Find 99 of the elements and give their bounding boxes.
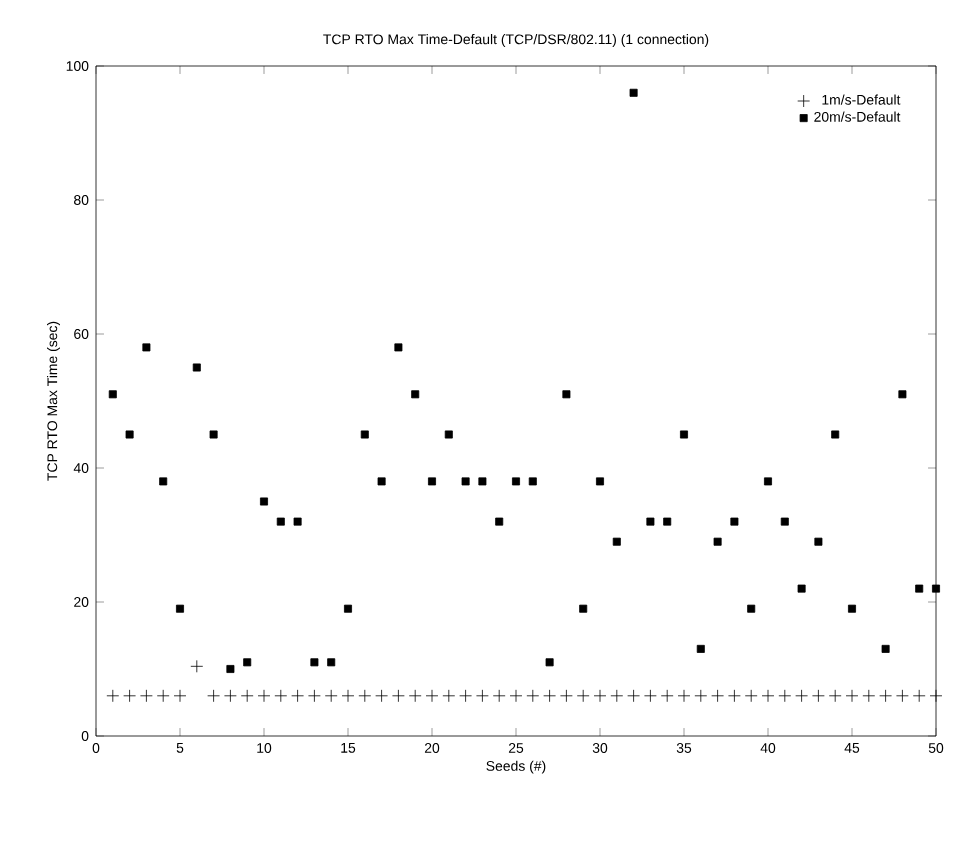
point	[358, 689, 372, 703]
point	[461, 477, 470, 486]
point	[780, 517, 789, 526]
point	[879, 689, 892, 703]
point	[444, 430, 453, 439]
point	[190, 659, 204, 673]
point	[612, 537, 621, 546]
point	[140, 689, 153, 703]
point	[411, 390, 420, 399]
point	[192, 363, 201, 372]
point	[663, 517, 672, 526]
point	[257, 689, 271, 703]
point	[797, 584, 806, 593]
point	[344, 604, 352, 613]
point	[730, 517, 739, 526]
point	[680, 430, 688, 439]
point	[492, 689, 506, 703]
point	[106, 689, 120, 703]
point	[509, 689, 523, 703]
point	[240, 689, 254, 703]
point	[360, 430, 369, 439]
point	[713, 537, 722, 546]
point	[528, 477, 537, 486]
point	[677, 689, 691, 703]
point	[728, 689, 741, 703]
point	[814, 537, 823, 546]
point	[226, 665, 235, 673]
point	[526, 689, 540, 703]
point	[579, 604, 588, 613]
point	[408, 689, 422, 703]
point	[629, 88, 638, 97]
point	[209, 430, 218, 439]
point	[812, 689, 825, 703]
point	[375, 689, 388, 703]
point	[596, 477, 604, 486]
point	[696, 644, 705, 653]
point	[291, 689, 304, 703]
point	[324, 689, 338, 703]
point	[543, 689, 556, 703]
point	[176, 604, 184, 613]
point	[142, 343, 151, 352]
point	[123, 689, 136, 703]
point	[425, 689, 439, 703]
point	[562, 390, 571, 399]
point	[327, 658, 336, 667]
point	[828, 689, 842, 703]
point	[478, 477, 487, 486]
point	[428, 477, 436, 486]
point	[310, 658, 319, 667]
point	[576, 689, 590, 703]
point	[173, 689, 187, 703]
point	[845, 689, 859, 703]
point	[778, 689, 792, 703]
point	[459, 689, 472, 703]
point	[915, 584, 924, 593]
point	[761, 689, 775, 703]
point	[274, 689, 288, 703]
point	[929, 689, 943, 703]
point	[560, 689, 573, 703]
point	[394, 343, 403, 352]
point	[260, 497, 268, 506]
point	[341, 689, 355, 703]
point	[224, 689, 237, 703]
point	[764, 477, 772, 486]
point	[308, 689, 321, 703]
point	[744, 689, 758, 703]
point	[156, 689, 170, 703]
point	[377, 477, 386, 486]
point	[243, 658, 252, 667]
point	[593, 689, 607, 703]
point	[125, 430, 134, 439]
point	[495, 517, 504, 526]
point	[276, 517, 285, 526]
point	[912, 689, 926, 703]
point	[476, 689, 489, 703]
point	[512, 477, 520, 486]
point	[610, 689, 624, 703]
point	[896, 689, 909, 703]
point	[932, 584, 940, 593]
point	[795, 689, 808, 703]
point	[747, 604, 756, 613]
point	[660, 689, 674, 703]
point	[108, 390, 117, 399]
point	[711, 689, 724, 703]
point	[207, 689, 220, 703]
point	[898, 390, 907, 399]
point	[694, 689, 708, 703]
point	[293, 517, 302, 526]
point	[862, 689, 876, 703]
point	[545, 658, 554, 667]
point	[644, 689, 657, 703]
point	[627, 689, 640, 703]
point	[848, 604, 856, 613]
point	[646, 517, 655, 526]
point	[392, 689, 405, 703]
point	[881, 644, 890, 653]
point	[159, 477, 168, 486]
point	[442, 689, 456, 703]
point	[831, 430, 840, 439]
